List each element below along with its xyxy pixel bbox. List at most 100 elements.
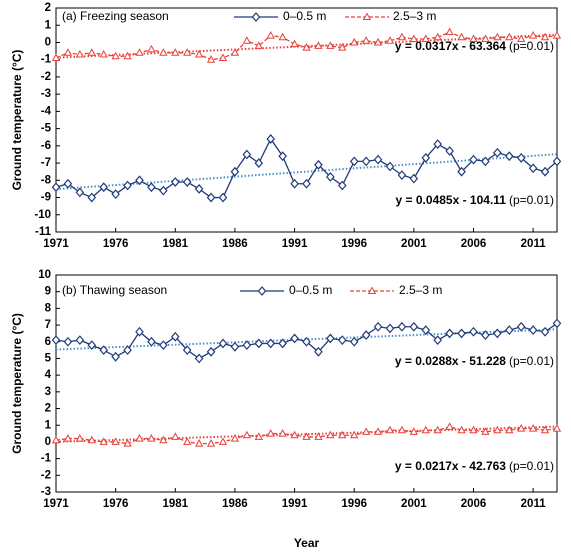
marker xyxy=(469,154,478,165)
marker xyxy=(87,340,97,351)
marker xyxy=(493,425,502,434)
marker xyxy=(159,435,168,444)
marker xyxy=(206,346,216,357)
y-tick-label: -6 xyxy=(41,140,51,152)
y-tick-label: 1 xyxy=(45,19,52,31)
marker xyxy=(349,156,359,167)
marker xyxy=(135,434,144,442)
marker xyxy=(445,146,454,156)
marker xyxy=(75,434,85,442)
marker xyxy=(266,338,276,349)
marker xyxy=(505,425,514,434)
marker xyxy=(135,326,144,337)
marker xyxy=(147,434,156,442)
marker xyxy=(75,335,85,346)
marker xyxy=(469,425,478,434)
marker xyxy=(349,336,359,347)
marker xyxy=(135,48,144,56)
marker xyxy=(218,192,228,203)
marker xyxy=(385,161,395,172)
y-tick-label: 0 xyxy=(45,436,51,448)
plot-frame xyxy=(55,7,558,233)
marker xyxy=(290,430,299,439)
marker xyxy=(194,184,204,194)
marker xyxy=(87,48,96,56)
marker xyxy=(75,187,85,198)
marker xyxy=(516,152,526,163)
marker xyxy=(254,41,263,49)
marker xyxy=(552,31,562,39)
x-tick-label: 2001 xyxy=(401,238,427,250)
marker xyxy=(278,151,287,162)
y-tick-label: -3 xyxy=(41,486,51,498)
marker xyxy=(242,430,252,439)
marker xyxy=(87,192,97,203)
y-tick-label: -1 xyxy=(41,453,52,465)
marker xyxy=(302,43,311,51)
marker xyxy=(123,51,132,60)
marker xyxy=(159,185,168,196)
marker xyxy=(266,429,275,437)
marker xyxy=(230,434,240,442)
y-tick-label: -9 xyxy=(41,192,51,204)
y-tick-label: 6 xyxy=(45,336,51,348)
marker xyxy=(528,325,538,335)
marker xyxy=(302,336,311,347)
marker xyxy=(290,333,299,344)
x-tick-label: 1976 xyxy=(103,498,129,510)
marker xyxy=(266,31,275,39)
marker xyxy=(457,32,466,41)
marker xyxy=(421,325,431,335)
marker xyxy=(254,338,264,349)
marker xyxy=(230,341,240,352)
marker xyxy=(302,432,311,440)
x-tick-label: 2011 xyxy=(521,498,547,510)
marker xyxy=(63,178,73,189)
marker xyxy=(361,156,371,167)
x-tick-label: 1991 xyxy=(282,238,308,250)
marker xyxy=(517,34,526,43)
marker xyxy=(552,424,562,432)
marker xyxy=(242,149,252,160)
marker xyxy=(206,192,216,203)
y-tick-label: -8 xyxy=(41,174,52,186)
x-tick-label: 1986 xyxy=(222,238,248,250)
y-tick-label: 8 xyxy=(45,302,52,314)
marker xyxy=(361,330,371,341)
y-tick-label: -2 xyxy=(41,469,51,481)
equation: y = 0.0485x - 104.11 xyxy=(396,193,507,207)
marker xyxy=(51,182,61,193)
marker xyxy=(517,424,526,432)
marker xyxy=(338,430,347,439)
marker xyxy=(183,437,192,445)
legend-label: 2.5–3 m xyxy=(399,283,442,297)
trend-equation: y = 0.0317x - 63.364 (p=0.01) xyxy=(395,39,554,53)
y-tick-label: 5 xyxy=(45,352,52,364)
marker xyxy=(99,345,109,356)
x-tick-label: 2001 xyxy=(401,498,427,510)
marker xyxy=(385,36,395,44)
marker xyxy=(99,182,109,193)
y-tick-label: 4 xyxy=(45,369,52,381)
marker xyxy=(409,34,419,43)
marker xyxy=(493,328,502,339)
p-value: (p=0.01) xyxy=(509,459,554,473)
marker xyxy=(421,34,430,43)
legend-marker xyxy=(257,286,267,296)
marker xyxy=(254,432,263,440)
marker xyxy=(409,321,419,332)
marker xyxy=(445,27,454,36)
marker xyxy=(242,340,252,351)
y-tick-label: 1 xyxy=(45,419,52,431)
marker xyxy=(51,53,61,61)
marker xyxy=(552,156,562,167)
marker xyxy=(540,166,550,177)
marker xyxy=(218,338,228,349)
y-tick-label: -4 xyxy=(41,105,52,117)
y-tick-label: 10 xyxy=(38,269,51,281)
marker xyxy=(290,178,299,189)
legend-label: 2.5–3 m xyxy=(393,9,436,23)
marker xyxy=(159,48,168,56)
marker xyxy=(206,439,216,447)
marker xyxy=(397,321,407,332)
